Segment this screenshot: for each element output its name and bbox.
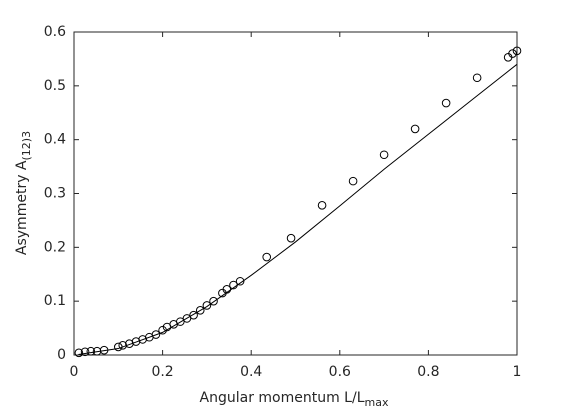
curve: [78, 63, 518, 355]
data-point: [151, 330, 161, 339]
plot-frame: [73, 31, 518, 356]
y-tick-label: 0.4: [44, 132, 66, 148]
x-axis-label-text: Angular momentum L/L: [200, 390, 365, 406]
x-axis-label: Angular momentum L/Lmax: [200, 390, 389, 409]
data-point: [348, 176, 358, 186]
data-point: [317, 201, 327, 210]
data-point: [86, 346, 96, 356]
y-tick-label: 0: [57, 347, 66, 363]
x-axis-label-subscript: max: [365, 396, 389, 409]
x-tick-label: 0.8: [417, 364, 439, 380]
x-tick-label: 0.2: [151, 364, 173, 380]
y-tick-label: 0.6: [44, 24, 66, 40]
data-point: [80, 347, 90, 357]
data-point: [235, 276, 245, 286]
y-tick-label: 0.5: [44, 78, 66, 94]
y-axis-label: Asymmetry A(12)3: [14, 131, 33, 255]
x-tick-label: 0.6: [329, 364, 351, 380]
x-tick-label: 1: [513, 364, 522, 380]
data-point: [114, 342, 123, 352]
data-point: [202, 301, 212, 310]
data-point: [176, 317, 185, 326]
x-tick-label: 0: [70, 364, 79, 380]
data-point: [189, 310, 198, 320]
data-point: [379, 150, 389, 160]
data-point: [182, 314, 192, 323]
y-tick-label: 0.1: [44, 293, 66, 309]
data-point: [195, 306, 205, 315]
y-axis-label-text: Asymmetry A: [14, 160, 30, 255]
data-point: [508, 49, 517, 58]
y-axis-label-subscript: (12)3: [20, 131, 33, 161]
x-tick-label: 0.4: [240, 364, 262, 380]
data-point: [472, 73, 482, 83]
data-point: [74, 348, 84, 358]
data-point: [209, 296, 218, 306]
data-point: [512, 46, 522, 56]
data-point: [441, 98, 451, 108]
data-point: [410, 124, 420, 134]
y-tick-label: 0.3: [44, 186, 66, 202]
y-tick-label: 0.2: [44, 239, 66, 255]
data-point: [262, 252, 272, 262]
data-point: [286, 233, 296, 243]
